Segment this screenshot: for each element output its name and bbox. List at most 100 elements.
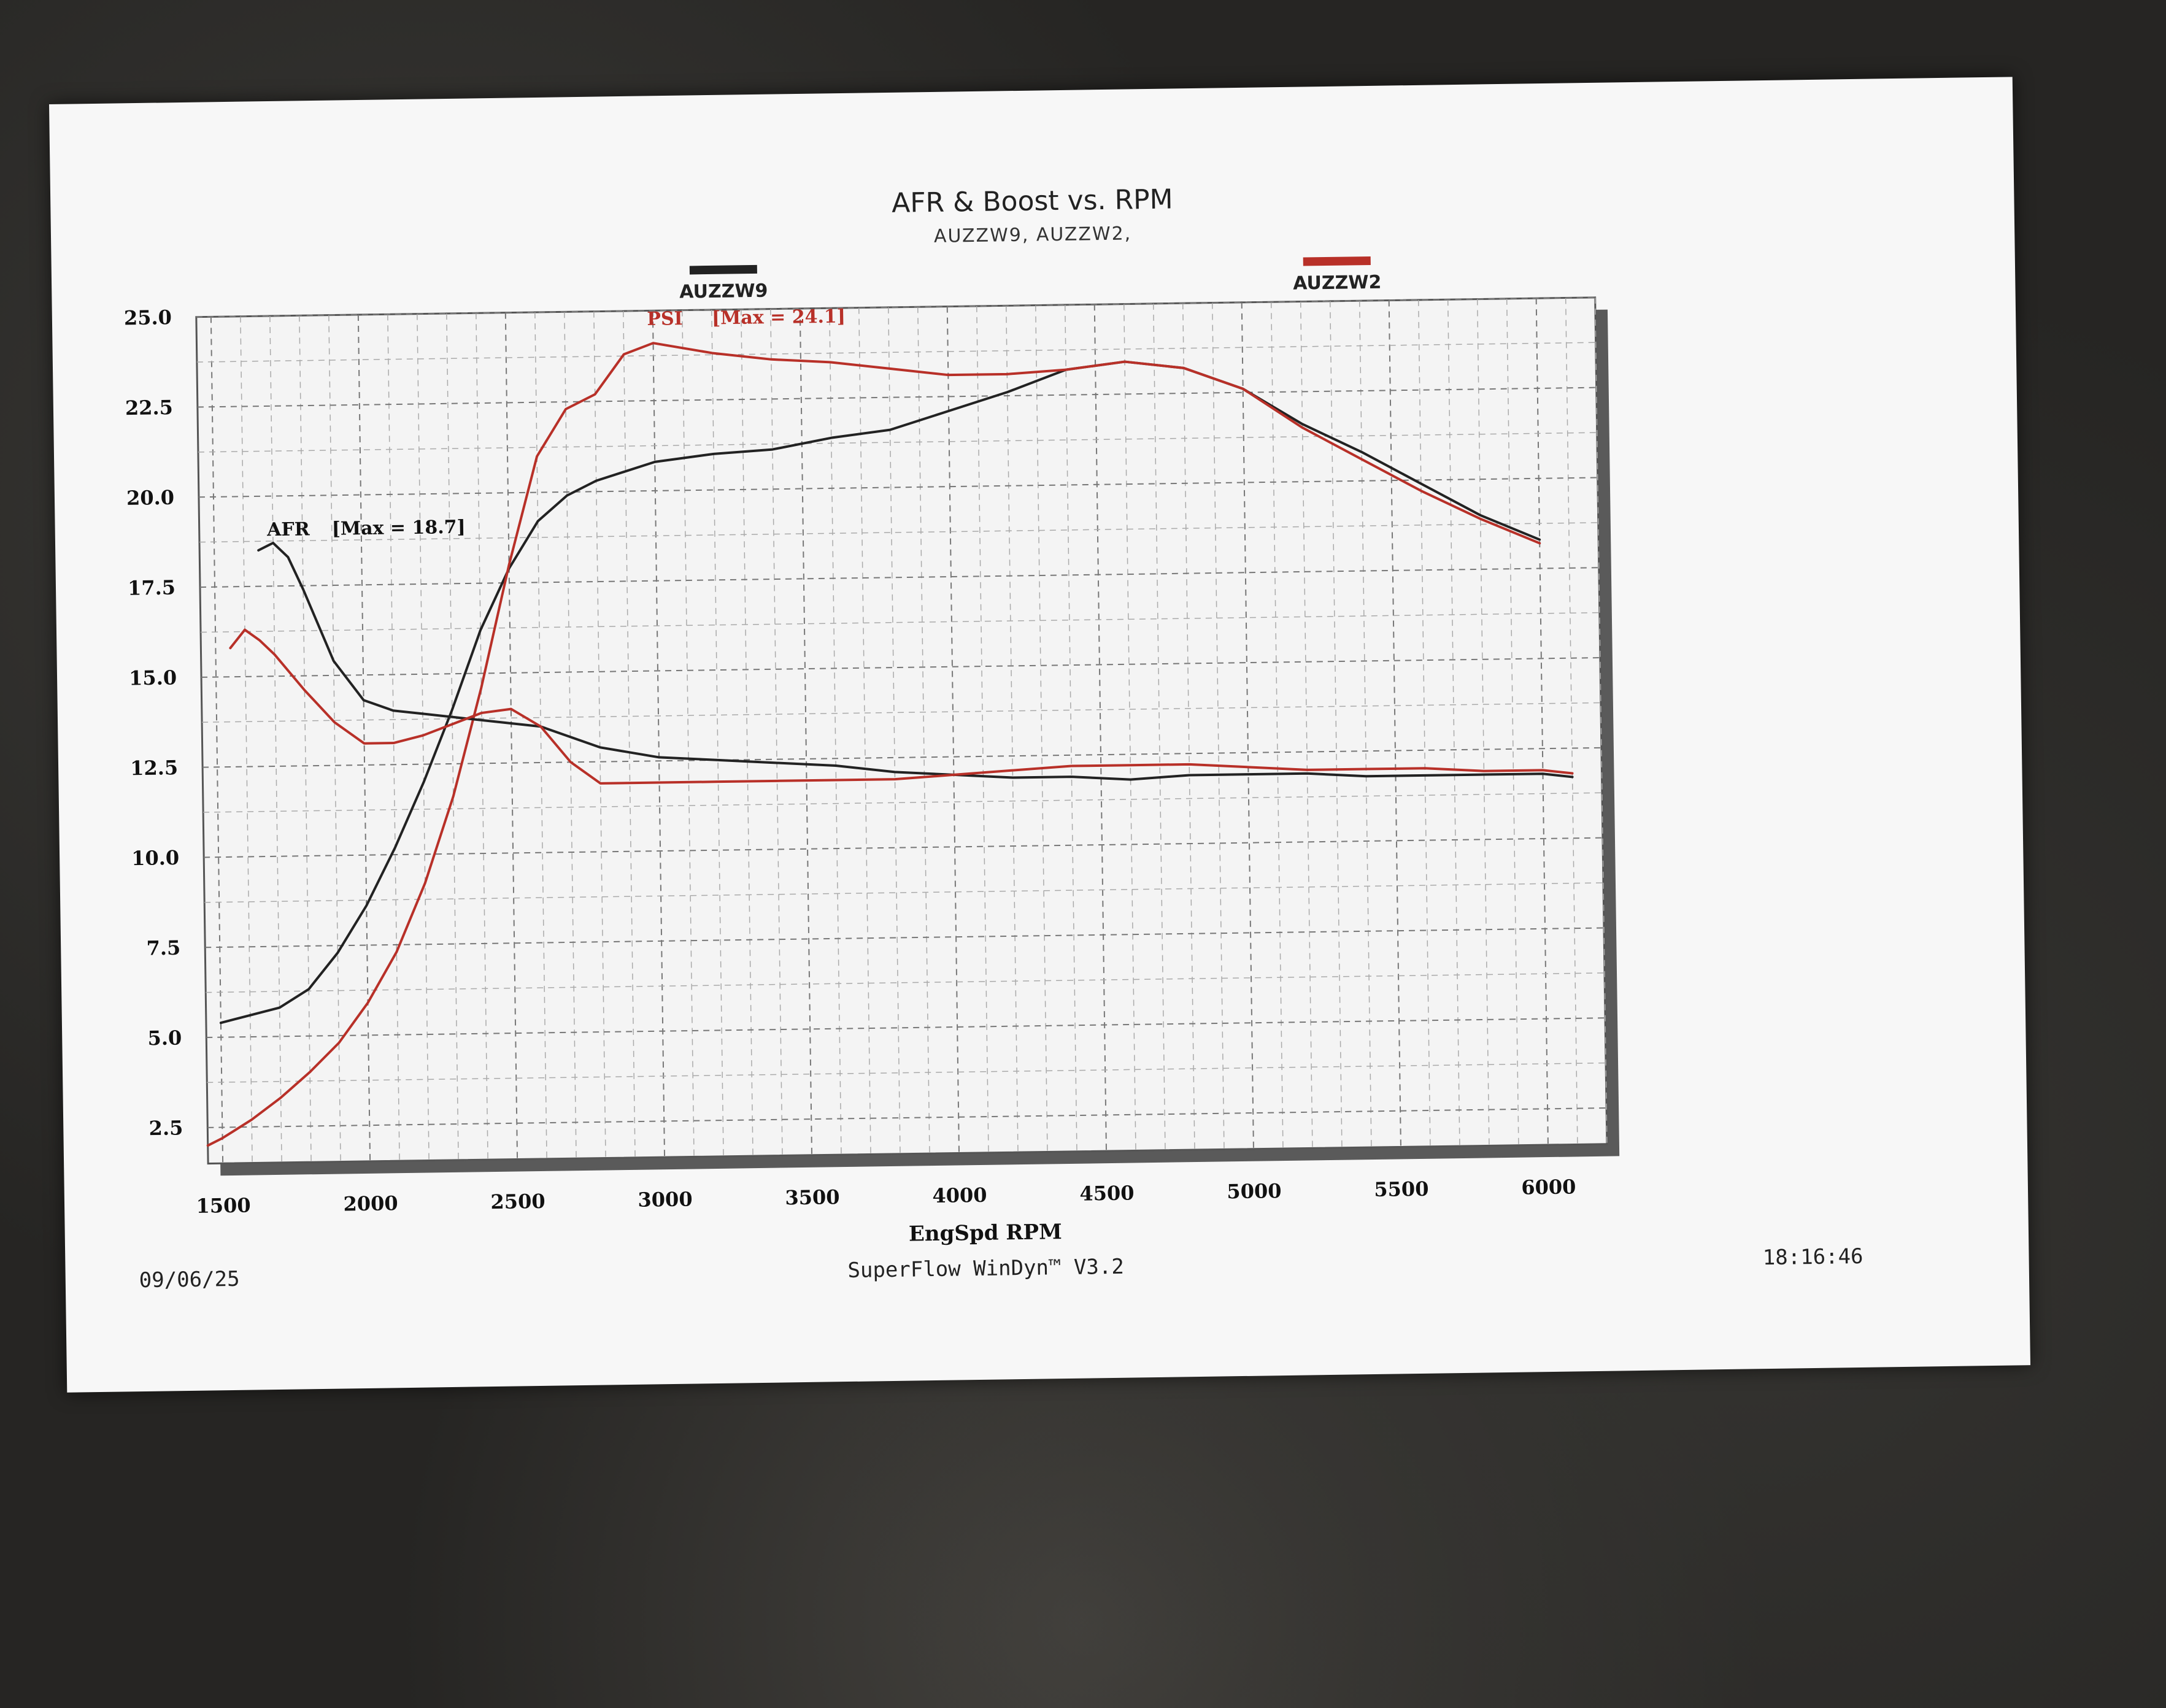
annotation-label: [Max = 18.7] bbox=[331, 517, 465, 540]
grid-line-vertical bbox=[1035, 305, 1048, 1152]
grid-line-vertical bbox=[299, 315, 312, 1163]
grid-line-horizontal bbox=[203, 792, 1602, 813]
grid-line-vertical bbox=[652, 310, 666, 1158]
x-tick-label: 2500 bbox=[490, 1190, 545, 1214]
y-tick-label: 2.5 bbox=[148, 1116, 183, 1140]
grid-line-vertical bbox=[534, 312, 547, 1159]
grid-line-vertical bbox=[1388, 300, 1401, 1147]
grid-line-vertical bbox=[1093, 304, 1107, 1152]
grid-line-vertical bbox=[1152, 303, 1166, 1150]
grid-line-vertical bbox=[976, 306, 989, 1153]
series-auzzw9-afr bbox=[257, 541, 1574, 781]
grid-line-horizontal bbox=[196, 296, 1595, 318]
y-tick-label: 20.0 bbox=[126, 486, 174, 510]
grid-line-vertical bbox=[1064, 304, 1077, 1152]
x-tick-label: 3500 bbox=[785, 1185, 840, 1209]
grid-line-horizontal bbox=[206, 1017, 1606, 1039]
grid-line-vertical bbox=[417, 314, 430, 1161]
y-tick-label: 10.0 bbox=[131, 846, 179, 870]
grid-line-horizontal bbox=[199, 522, 1598, 543]
grid-line-vertical bbox=[240, 316, 253, 1163]
legend-label-auzzw9: AUZZW9 bbox=[679, 280, 768, 303]
annotation-label: [Max = 24.1] bbox=[712, 306, 846, 329]
x-tick-label: 4000 bbox=[932, 1183, 987, 1207]
grid-line-horizontal bbox=[197, 387, 1597, 408]
grid-line-vertical bbox=[829, 308, 842, 1155]
grid-line-vertical bbox=[476, 313, 488, 1160]
grid-line-vertical bbox=[1417, 299, 1431, 1147]
grid-line-vertical bbox=[1565, 298, 1578, 1145]
grid-line-vertical bbox=[387, 314, 400, 1161]
grid-line-horizontal bbox=[196, 342, 1596, 363]
grid-line-vertical bbox=[1447, 299, 1460, 1147]
grid-line-vertical bbox=[357, 314, 371, 1161]
grid-line-horizontal bbox=[202, 702, 1601, 723]
grid-line-horizontal bbox=[205, 927, 1605, 948]
grid-line-horizontal bbox=[206, 972, 1605, 993]
print-time: 18:16:46 bbox=[1762, 1244, 1863, 1270]
grid-line-vertical bbox=[1182, 303, 1195, 1150]
grid-line-vertical bbox=[1476, 299, 1490, 1146]
x-tick-label: 6000 bbox=[1521, 1175, 1576, 1199]
dyno-chart: AFR & Boost vs. RPM AUZZW9, AUZZW2, AUZZ… bbox=[124, 183, 1863, 1293]
annotations: AFR [Max = 18.7] PSI [Max = 24.1] bbox=[266, 306, 846, 540]
grid-line-horizontal bbox=[207, 1062, 1606, 1083]
grid-line-vertical bbox=[888, 307, 901, 1154]
grid-line-vertical bbox=[1506, 298, 1519, 1145]
grid-line-vertical bbox=[1211, 302, 1225, 1150]
grid-line-vertical bbox=[1241, 302, 1254, 1149]
grid-line-vertical bbox=[682, 310, 695, 1157]
y-tick-label: 22.5 bbox=[125, 396, 173, 420]
x-axis-ticks: 1500 2000 2500 3000 3500 4000 4500 5000 5500 6000 bbox=[196, 1175, 1576, 1217]
grid-line-vertical bbox=[446, 313, 459, 1160]
grid-line-horizontal bbox=[199, 567, 1599, 588]
y-tick-label: 25.0 bbox=[124, 306, 172, 329]
grid-line-vertical bbox=[593, 311, 606, 1158]
y-axis-ticks: 2.5 5.0 7.5 10.0 12.5 15.0 17.5 20.0 22.5 25.0 bbox=[124, 306, 183, 1140]
grid-line-horizontal bbox=[202, 747, 1601, 768]
x-tick-label: 2000 bbox=[343, 1191, 398, 1215]
grid-line-horizontal bbox=[201, 657, 1600, 678]
grid-line-vertical bbox=[741, 309, 753, 1156]
grid-line-horizontal bbox=[198, 432, 1597, 453]
x-tick-label: 1500 bbox=[196, 1194, 251, 1218]
grid-line-vertical bbox=[1329, 301, 1343, 1148]
grid-line-vertical bbox=[328, 315, 341, 1162]
grid-line-vertical bbox=[858, 307, 871, 1155]
legend-label-auzzw2: AUZZW2 bbox=[1293, 272, 1382, 294]
x-axis-label: EngSpd RPM bbox=[909, 1220, 1062, 1246]
y-tick-label: 12.5 bbox=[130, 756, 178, 780]
grid-line-horizontal bbox=[204, 882, 1603, 903]
legend-swatch-auzzw2 bbox=[1303, 256, 1371, 266]
grid-line-vertical bbox=[564, 312, 577, 1159]
x-tick-label: 5000 bbox=[1227, 1179, 1282, 1203]
x-tick-label: 3000 bbox=[638, 1188, 693, 1212]
annotation-label: PSI bbox=[647, 308, 683, 330]
grid-line-vertical bbox=[946, 306, 960, 1153]
series-auzzw2-psi bbox=[206, 342, 1541, 1147]
grid-line-horizontal bbox=[207, 1107, 1607, 1128]
grid-line-horizontal bbox=[201, 612, 1600, 633]
print-date: 09/06/25 bbox=[139, 1267, 240, 1293]
grid-line-vertical bbox=[917, 307, 930, 1154]
grid-line-vertical bbox=[1300, 301, 1313, 1148]
chart-subtitle: AUZZW9, AUZZW2, bbox=[934, 223, 1132, 247]
series-lines bbox=[206, 342, 1574, 1147]
grid-line-vertical bbox=[770, 309, 783, 1156]
legend-swatch-auzzw9 bbox=[689, 264, 757, 275]
grid-line-vertical bbox=[1270, 302, 1284, 1149]
grid-line-vertical bbox=[1005, 306, 1019, 1153]
y-tick-label: 7.5 bbox=[146, 936, 180, 960]
grid-line-horizontal bbox=[204, 837, 1603, 858]
grid-line-vertical bbox=[1594, 297, 1608, 1144]
grid-line-vertical bbox=[1535, 298, 1549, 1145]
grid bbox=[196, 296, 1608, 1164]
grid-line-vertical bbox=[711, 309, 724, 1156]
grid-line-vertical bbox=[269, 315, 282, 1163]
printed-dyno-sheet: AFR & Boost vs. RPM AUZZW9, AUZZW2, AUZZ… bbox=[49, 77, 2031, 1393]
y-tick-label: 5.0 bbox=[147, 1026, 182, 1050]
grid-line-vertical bbox=[1123, 304, 1136, 1151]
y-tick-label: 15.0 bbox=[129, 666, 177, 690]
x-tick-label: 5500 bbox=[1374, 1177, 1429, 1201]
chart-title: AFR & Boost vs. RPM bbox=[892, 183, 1173, 218]
